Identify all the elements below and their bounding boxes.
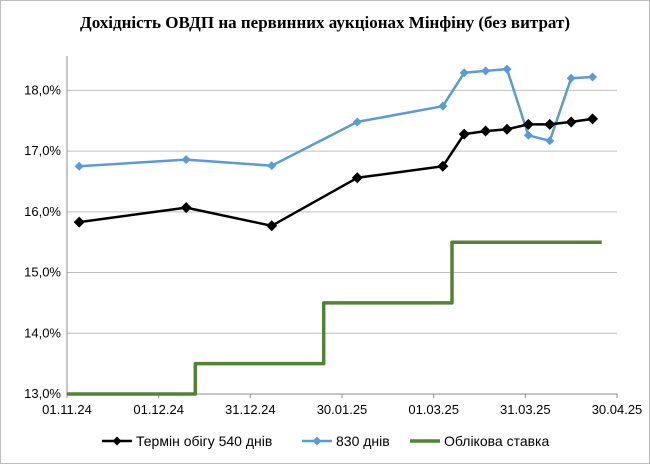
data-point — [523, 130, 533, 140]
legend-marker — [112, 436, 122, 446]
data-point — [351, 172, 363, 184]
series-line-2 — [67, 240, 602, 396]
data-point — [502, 64, 512, 74]
data-point — [438, 101, 448, 111]
data-point — [544, 118, 556, 130]
y-tick-label: 13,0% — [24, 386, 61, 401]
data-point — [566, 73, 576, 83]
series-line-0 — [79, 117, 593, 228]
x-tick-label: 31.12.24 — [225, 402, 276, 417]
data-point — [180, 202, 192, 214]
data-point — [437, 160, 449, 172]
x-tick-label: 31.03.25 — [500, 402, 551, 417]
y-tick-label: 15,0% — [24, 265, 61, 280]
legend: Термін обігу 540 днів 830 днів Облікова ст… — [102, 433, 549, 449]
y-tick-label: 17,0% — [24, 143, 61, 158]
data-point — [501, 123, 513, 135]
data-point — [480, 125, 492, 137]
data-point — [74, 161, 84, 171]
legend-label: 830 днів — [336, 433, 390, 449]
data-point — [588, 72, 598, 82]
data-point — [73, 216, 85, 228]
data-point — [266, 220, 278, 232]
x-tick-label: 01.11.24 — [42, 402, 92, 417]
data-point — [565, 116, 577, 128]
x-tick-label: 30.04.25 — [592, 402, 643, 417]
legend-label: Облікова ставка — [444, 433, 549, 449]
x-tick-label: 30.01.25 — [317, 402, 368, 417]
data-point — [545, 136, 555, 146]
data-point — [181, 155, 191, 165]
x-axis-ticks: 01.11.24 01.12.24 31.12.24 30.01.25 01.03.25… — [42, 394, 642, 417]
data-point — [481, 66, 491, 76]
y-axis-ticks: 13,0% 14,0% 15,0% 16,0% 17,0% 18,0% — [24, 82, 61, 401]
x-tick-label: 01.12.24 — [133, 402, 184, 417]
data-point — [522, 118, 534, 130]
legend-marker — [312, 436, 322, 446]
series-line-1 — [79, 67, 593, 168]
chart-title: Дохідність ОВДП на первинних аукціонах М… — [80, 13, 570, 32]
data-point — [352, 117, 362, 127]
data-point — [267, 161, 277, 171]
gridlines — [66, 56, 617, 395]
data-point — [458, 128, 470, 140]
data-point — [587, 113, 599, 125]
plot-area — [67, 64, 602, 396]
y-tick-label: 14,0% — [24, 325, 61, 340]
y-tick-label: 16,0% — [24, 204, 61, 219]
data-point — [459, 68, 469, 78]
y-tick-label: 18,0% — [24, 82, 61, 97]
legend-label: Термін обігу 540 днів — [136, 433, 272, 449]
x-tick-label: 01.03.25 — [408, 402, 459, 417]
